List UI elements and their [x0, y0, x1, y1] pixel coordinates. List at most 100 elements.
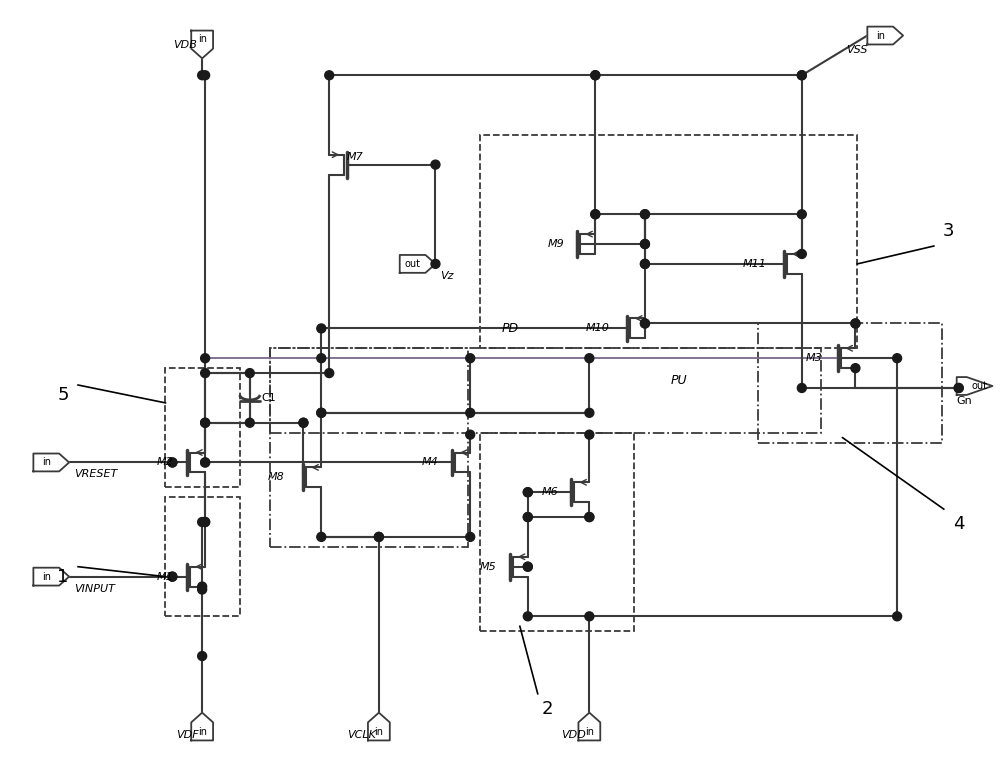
Polygon shape [191, 713, 213, 741]
Circle shape [640, 240, 649, 248]
Circle shape [851, 319, 860, 328]
Circle shape [168, 572, 177, 581]
Polygon shape [191, 31, 213, 59]
Circle shape [585, 512, 594, 522]
Circle shape [797, 209, 806, 219]
Bar [480, 433, 634, 632]
Circle shape [523, 488, 532, 497]
Polygon shape [867, 26, 903, 45]
Circle shape [317, 533, 326, 541]
Bar [480, 135, 857, 349]
Text: VRESET: VRESET [74, 469, 117, 479]
Circle shape [374, 533, 383, 541]
Text: 3: 3 [943, 222, 955, 240]
Text: C1: C1 [262, 393, 276, 403]
Text: M11: M11 [742, 259, 766, 269]
Text: in: in [374, 727, 383, 737]
Text: M1: M1 [157, 571, 174, 581]
Circle shape [640, 240, 649, 248]
Circle shape [317, 354, 326, 363]
Circle shape [245, 418, 254, 427]
Circle shape [201, 418, 210, 427]
Text: M4: M4 [422, 458, 439, 468]
Polygon shape [578, 713, 600, 741]
Circle shape [299, 418, 308, 427]
Circle shape [797, 71, 806, 80]
Text: in: in [876, 31, 885, 40]
Circle shape [201, 354, 210, 363]
Circle shape [797, 71, 806, 80]
Text: PU: PU [670, 373, 687, 386]
Text: M9: M9 [547, 239, 564, 249]
Circle shape [523, 562, 532, 571]
Circle shape [198, 518, 207, 526]
Circle shape [466, 408, 475, 417]
Circle shape [201, 418, 210, 427]
Circle shape [317, 408, 326, 417]
Circle shape [466, 354, 475, 363]
Circle shape [299, 418, 308, 427]
Text: Vz: Vz [440, 271, 454, 281]
Circle shape [640, 260, 649, 268]
Circle shape [374, 533, 383, 541]
Circle shape [585, 612, 594, 621]
Text: M7: M7 [347, 152, 363, 162]
Circle shape [640, 209, 649, 219]
Text: in: in [42, 458, 51, 468]
Bar [270, 349, 821, 433]
Circle shape [168, 458, 177, 467]
Text: M10: M10 [585, 323, 609, 333]
Circle shape [640, 319, 649, 328]
Bar [165, 497, 240, 616]
Circle shape [201, 369, 210, 377]
Text: VCLK: VCLK [347, 730, 376, 741]
Text: out: out [405, 259, 421, 269]
Circle shape [640, 319, 649, 328]
Circle shape [523, 512, 532, 522]
Bar [270, 349, 468, 547]
Text: Gn: Gn [957, 396, 972, 406]
Circle shape [198, 585, 207, 594]
Text: VINPUT: VINPUT [74, 584, 115, 594]
Circle shape [954, 383, 963, 393]
Text: 2: 2 [542, 700, 553, 717]
Circle shape [431, 260, 440, 268]
Text: in: in [42, 571, 51, 581]
Text: M2: M2 [157, 458, 174, 468]
Circle shape [201, 458, 210, 467]
Circle shape [893, 354, 902, 363]
Circle shape [317, 408, 326, 417]
Circle shape [585, 512, 594, 522]
Text: 1: 1 [57, 567, 69, 586]
Text: VDF: VDF [177, 730, 199, 741]
Circle shape [585, 408, 594, 417]
Bar [758, 323, 942, 443]
Circle shape [585, 431, 594, 439]
Polygon shape [33, 454, 69, 472]
Circle shape [797, 250, 806, 258]
Circle shape [591, 71, 600, 80]
Text: VSS: VSS [846, 46, 867, 56]
Polygon shape [957, 377, 992, 395]
Text: VDD: VDD [561, 730, 586, 741]
Text: 4: 4 [953, 515, 964, 533]
Circle shape [585, 354, 594, 363]
Text: M8: M8 [267, 472, 284, 482]
Circle shape [431, 160, 440, 169]
Circle shape [168, 458, 177, 467]
Text: out: out [972, 381, 988, 391]
Polygon shape [368, 713, 390, 741]
Circle shape [591, 209, 600, 219]
Circle shape [851, 363, 860, 373]
Polygon shape [33, 567, 69, 586]
Circle shape [168, 572, 177, 581]
Bar [165, 368, 240, 487]
Polygon shape [400, 255, 435, 273]
Text: in: in [198, 727, 207, 737]
Text: in: in [585, 727, 594, 737]
Circle shape [591, 209, 600, 219]
Circle shape [201, 518, 210, 526]
Circle shape [201, 71, 210, 80]
Circle shape [198, 582, 207, 591]
Circle shape [523, 562, 532, 571]
